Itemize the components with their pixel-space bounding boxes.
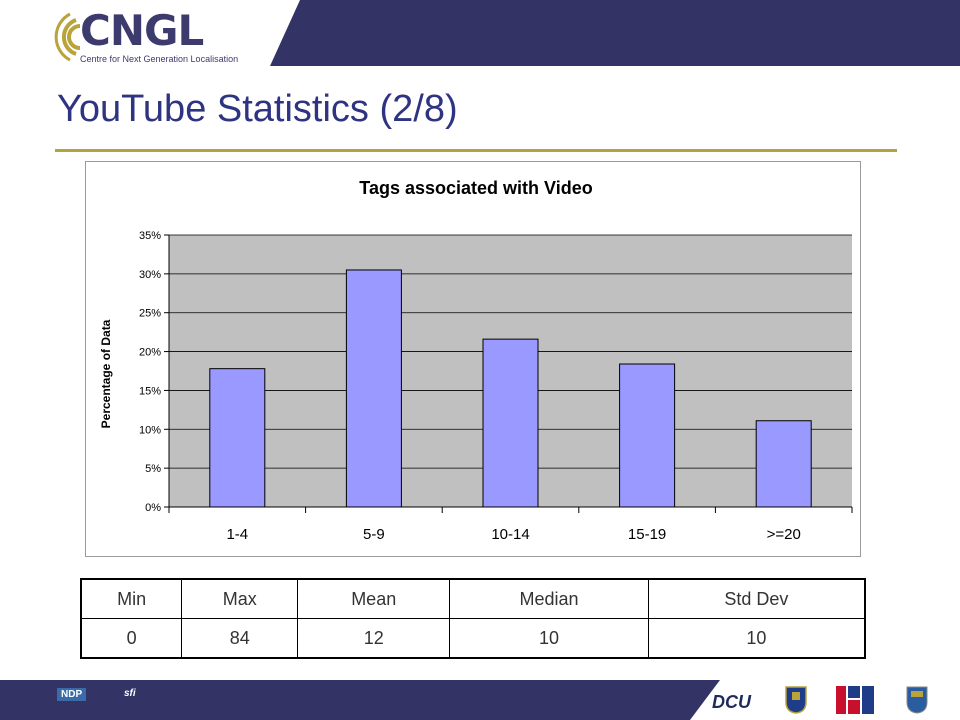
bar [619,363,676,508]
logo-wordmark: CNGL [80,6,204,55]
tcd-logo-icon [836,686,874,714]
bar [345,269,402,508]
x-tick-label: 1-4 [226,526,248,543]
chart-title: Tags associated with Video [359,178,592,198]
ul-crest-icon [906,686,928,714]
sfi-logo: sfi [124,688,136,699]
header-mean: Mean [297,578,451,619]
ucd-crest-icon [785,686,807,714]
dcu-logo: DCU [712,692,751,712]
header-max: Max [181,578,299,619]
y-axis-label: Percentage of Data [99,319,113,428]
footer-band [0,680,720,720]
header-median: Median [449,578,649,619]
bar [482,338,539,508]
x-tick-label: >=20 [767,526,801,543]
header-band [270,0,960,66]
y-tick-label: 35% [139,230,161,242]
y-tick-label: 15% [139,385,161,397]
y-tick-label: 5% [145,463,161,475]
bar [209,368,266,508]
value-max: 84 [181,618,299,659]
slide-title: YouTube Statistics (2/8) [57,88,458,130]
x-tick-label: 15-19 [628,526,666,543]
bar-chart: Tags associated with Video Percentage of… [99,178,853,543]
ndp-logo: NDP [57,688,87,701]
y-tick-label: 20% [139,347,161,359]
y-tick-label: 25% [139,308,161,320]
header-std-dev: Std Dev [647,578,866,619]
bar [755,420,812,508]
header-min: Min [80,578,183,619]
x-tick-label: 10-14 [491,526,529,543]
value-min: 0 [80,618,183,659]
value-std-dev: 10 [647,618,866,659]
stats-header-row: Min Max Mean Median Std Dev [80,578,866,619]
stats-value-row: 0 84 12 10 10 [80,618,866,659]
logo-subtitle: Centre for Next Generation Localisation [80,54,239,64]
value-median: 10 [449,618,649,659]
chart-frame: Tags associated with Video Percentage of… [85,161,861,557]
value-mean: 12 [297,618,451,659]
y-tick-label: 0% [145,502,161,514]
signal-waves-icon [54,12,81,62]
stats-table: Min Max Mean Median Std Dev 0 84 12 10 1… [80,578,866,659]
y-tick-label: 10% [139,424,161,436]
cngl-logo: CNGL Centre for Next Generation Localisa… [52,6,242,70]
x-tick-label: 5-9 [363,526,385,543]
title-divider [55,149,897,152]
y-tick-label: 30% [139,269,161,281]
